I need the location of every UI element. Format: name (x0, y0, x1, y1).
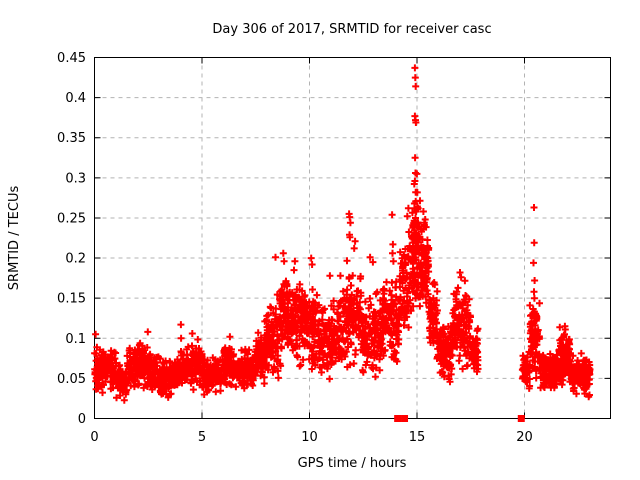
svg-text:0: 0 (90, 430, 98, 445)
y-axis-label: SRMTID / TECUs (7, 186, 22, 291)
svg-text:10: 10 (301, 430, 318, 445)
x-axis-label: GPS time / hours (298, 456, 407, 471)
svg-text:0: 0 (78, 412, 86, 427)
svg-text:20: 20 (516, 430, 533, 445)
svg-text:0.45: 0.45 (57, 51, 86, 66)
svg-text:0.35: 0.35 (57, 131, 86, 146)
svg-text:0.05: 0.05 (57, 372, 86, 387)
axes-and-ticks (94, 57, 611, 419)
svg-text:0.3: 0.3 (65, 171, 86, 186)
tick-labels: 0 0.05 0.1 0.15 0.2 0.25 0.3 0.35 0.4 0.45 0 5 10 15 2… (57, 51, 533, 445)
data-points (91, 64, 594, 422)
svg-text:5: 5 (198, 430, 206, 445)
svg-text:15: 15 (409, 430, 426, 445)
svg-text:0.25: 0.25 (57, 211, 86, 226)
svg-text:0.2: 0.2 (65, 252, 86, 267)
svg-text:0.15: 0.15 (57, 292, 86, 307)
chart-title: Day 306 of 2017, SRMTID for receiver cas… (212, 22, 491, 37)
svg-text:0.1: 0.1 (65, 332, 86, 347)
svg-text:0.4: 0.4 (65, 91, 86, 106)
